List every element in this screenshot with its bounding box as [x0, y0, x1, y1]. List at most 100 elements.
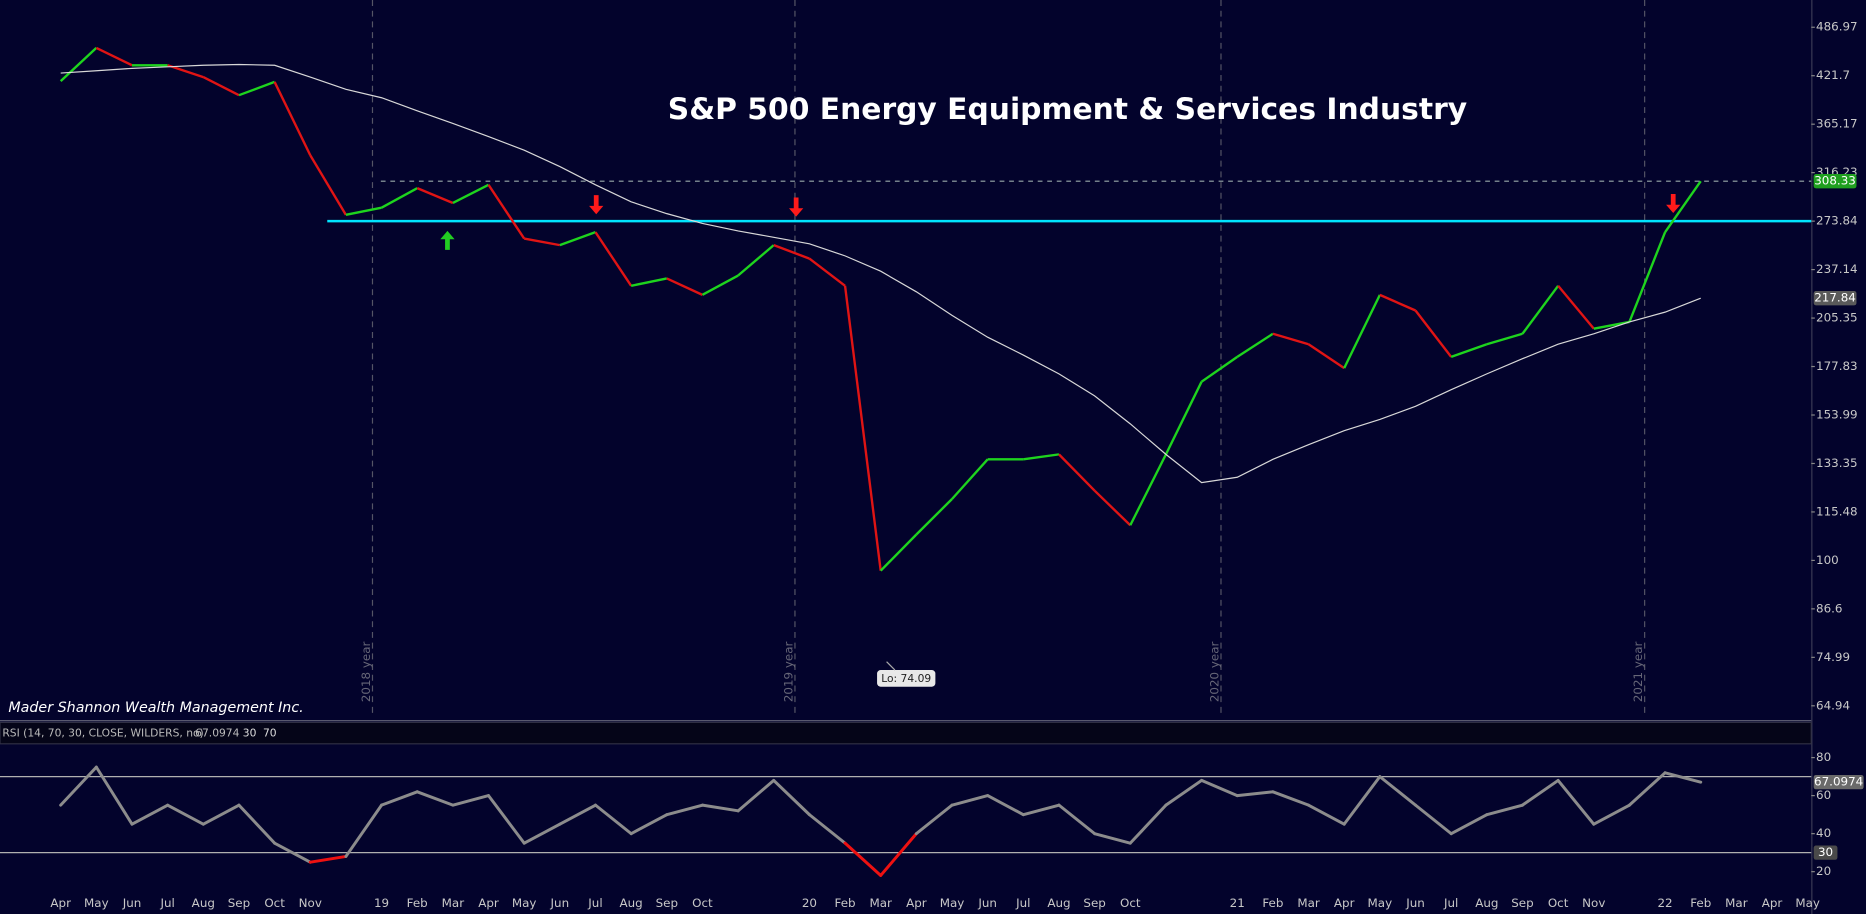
x-tick-label: Feb — [1690, 896, 1711, 910]
down-arrow — [1666, 193, 1681, 214]
x-tick-label: Jul — [587, 896, 602, 910]
y-tick-label: 205.35 — [1816, 311, 1858, 325]
x-tick-label: Apr — [478, 896, 499, 910]
price-segment — [1164, 381, 1203, 455]
price-segment — [523, 237, 561, 247]
rsi-segment — [522, 822, 562, 845]
price-segment — [59, 47, 98, 82]
rsi-header-bar — [0, 721, 1812, 745]
x-tick-label: Mar — [442, 896, 465, 910]
rsi-segment — [914, 803, 954, 836]
annotation-pointer — [886, 661, 896, 671]
rsi-segment — [59, 765, 98, 807]
price-segment — [1129, 453, 1167, 526]
price-segment — [594, 231, 633, 287]
y-tick-label: 486.97 — [1816, 20, 1858, 34]
rsi-segment — [1307, 803, 1346, 826]
price-segment — [737, 244, 775, 277]
rsi-segment — [558, 803, 597, 826]
rsi-segment — [700, 803, 740, 813]
price-segment — [1414, 309, 1453, 358]
price-segment — [1664, 180, 1702, 233]
ma-label: 217.84 — [1814, 291, 1856, 305]
rsi-value: 67.0974 — [195, 727, 239, 740]
rsi-segment — [94, 765, 134, 826]
x-tick-label: Apr — [50, 896, 71, 910]
price-segment — [345, 206, 382, 217]
x-tick-label: Nov — [299, 896, 322, 910]
price-segment — [273, 81, 312, 156]
annotation: Lo: 74.09 — [881, 672, 931, 685]
x-tick-label: Oct — [1548, 896, 1569, 910]
rsi-segment — [1627, 771, 1667, 807]
y-tick-label: 86.6 — [1816, 601, 1842, 615]
rsi-segment — [201, 803, 241, 826]
year-label: 2020 year — [1208, 641, 1222, 702]
x-tick-label: Jun — [122, 896, 142, 910]
price-segment — [416, 187, 454, 205]
price-segment — [879, 533, 918, 572]
price-segment — [773, 244, 810, 260]
rsi-segment — [736, 778, 776, 813]
price-segment — [701, 274, 739, 296]
price-segment — [1058, 453, 1096, 492]
price-segment — [1307, 343, 1345, 370]
x-tick-label: Oct — [264, 896, 285, 910]
y-tick-label: 365.17 — [1816, 117, 1858, 131]
x-tick-label: 20 — [802, 896, 817, 910]
last-price-bubble — [1813, 174, 1857, 189]
moving-average — [60, 63, 1701, 484]
price-segment — [1272, 332, 1309, 346]
price-segment — [1450, 343, 1488, 358]
rsi-segment — [1663, 771, 1703, 784]
rsi-segment — [1093, 832, 1132, 845]
y-tick-label: 273.84 — [1816, 214, 1858, 228]
price-segment — [1593, 320, 1630, 330]
rsi-tick-label: 40 — [1816, 826, 1831, 840]
rsi-segment — [1378, 775, 1417, 807]
rsi-overbought-label: 70 — [263, 727, 277, 740]
x-tick-label: Sep — [1511, 896, 1533, 910]
price-segment — [1557, 285, 1595, 330]
y-tick-label: 74.99 — [1816, 650, 1850, 664]
x-tick-label: Oct — [692, 896, 713, 910]
rsi-oversold-axis-label: 30 — [1818, 845, 1833, 859]
x-tick-label: Jul — [159, 896, 174, 910]
price-segment — [202, 76, 240, 97]
ma-bubble — [1813, 291, 1857, 306]
x-tick-label: Aug — [192, 896, 215, 910]
price-segment — [238, 80, 276, 97]
rsi-segment — [879, 832, 918, 877]
price-segment — [309, 154, 347, 216]
x-tick-label: May — [1795, 896, 1820, 910]
x-tick-label: Jun — [550, 896, 570, 910]
rsi-segment — [1556, 778, 1596, 826]
rsi-segment — [772, 778, 811, 817]
x-tick-label: Jun — [977, 896, 997, 910]
arrows — [440, 193, 1681, 250]
rsi-segment — [308, 854, 348, 864]
down-arrow — [589, 195, 604, 215]
year-markers: 2018 year 2019 year 2020 year 2021 year — [359, 0, 1646, 718]
price-segment — [951, 458, 989, 500]
x-tick-label: Mar — [869, 896, 892, 910]
x-tick-label: Aug — [620, 896, 643, 910]
price-segment — [666, 277, 703, 296]
annotation-box — [877, 670, 936, 687]
rsi-segment — [1485, 803, 1524, 817]
rsi-segment — [1057, 803, 1097, 836]
rsi-tick-label: 60 — [1816, 788, 1831, 802]
price-segment — [1200, 355, 1238, 383]
price-segment — [1236, 332, 1274, 358]
rsi-segment — [415, 790, 455, 807]
price-segment — [167, 64, 204, 79]
y-tick-label: 133.35 — [1816, 456, 1858, 470]
x-tick-label: Mar — [1725, 896, 1748, 910]
price-segment — [452, 183, 490, 205]
price-segment — [1023, 453, 1060, 461]
rsi-segment — [950, 794, 990, 807]
price-segment — [1486, 332, 1523, 346]
x-tick-label: 21 — [1230, 896, 1245, 910]
rsi-segment — [1021, 803, 1061, 817]
x-tick-label: Aug — [1047, 896, 1070, 910]
